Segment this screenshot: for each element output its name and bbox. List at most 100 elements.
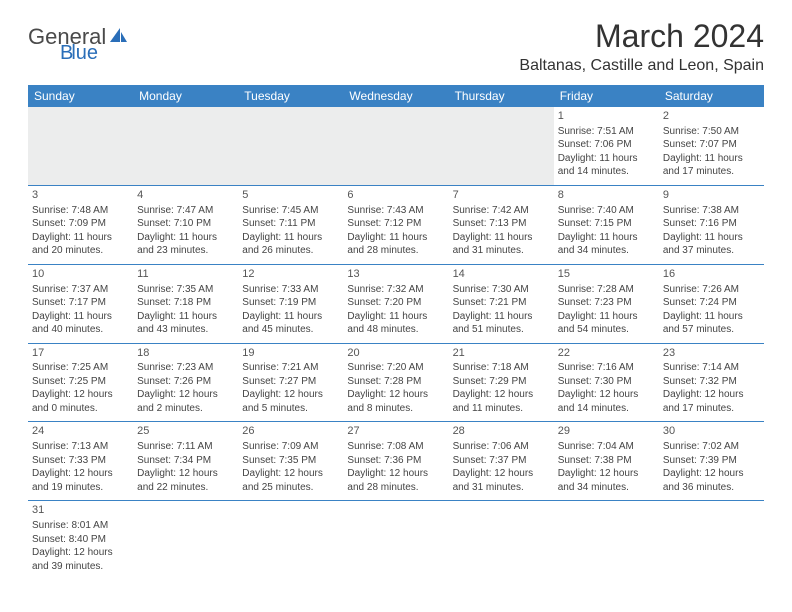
calendar-cell: 18Sunrise: 7:23 AMSunset: 7:26 PMDayligh… [133, 343, 238, 422]
sunset-text: Sunset: 7:36 PM [347, 454, 444, 468]
calendar-cell-empty [449, 107, 554, 185]
sunrise-text: Sunrise: 7:35 AM [137, 283, 234, 297]
sunset-text: Sunset: 7:25 PM [32, 375, 129, 389]
daylight-text: Daylight: 11 hours and 51 minutes. [453, 310, 550, 337]
sunrise-text: Sunrise: 7:28 AM [558, 283, 655, 297]
sunrise-text: Sunrise: 7:47 AM [137, 204, 234, 218]
sunset-text: Sunset: 7:16 PM [663, 217, 760, 231]
day-number: 9 [663, 188, 760, 203]
daylight-text: Daylight: 11 hours and 31 minutes. [453, 231, 550, 258]
sunset-text: Sunset: 7:35 PM [242, 454, 339, 468]
calendar-cell: 2Sunrise: 7:50 AMSunset: 7:07 PMDaylight… [659, 107, 764, 185]
sunset-text: Sunset: 7:37 PM [453, 454, 550, 468]
sunrise-text: Sunrise: 7:37 AM [32, 283, 129, 297]
calendar-cell: 25Sunrise: 7:11 AMSunset: 7:34 PMDayligh… [133, 422, 238, 501]
sunrise-text: Sunrise: 8:01 AM [32, 519, 129, 533]
daylight-text: Daylight: 12 hours and 14 minutes. [558, 388, 655, 415]
sunrise-text: Sunrise: 7:09 AM [242, 440, 339, 454]
day-number: 13 [347, 267, 444, 282]
calendar-cell: 17Sunrise: 7:25 AMSunset: 7:25 PMDayligh… [28, 343, 133, 422]
calendar-cell-empty [238, 107, 343, 185]
calendar-cell: 8Sunrise: 7:40 AMSunset: 7:15 PMDaylight… [554, 185, 659, 264]
sunrise-text: Sunrise: 7:30 AM [453, 283, 550, 297]
day-number: 23 [663, 346, 760, 361]
calendar-cell: 30Sunrise: 7:02 AMSunset: 7:39 PMDayligh… [659, 422, 764, 501]
daylight-text: Daylight: 12 hours and 2 minutes. [137, 388, 234, 415]
logo-text-blue: lue [71, 42, 98, 64]
sail-icon [108, 26, 128, 49]
calendar-row: 1Sunrise: 7:51 AMSunset: 7:06 PMDaylight… [28, 107, 764, 185]
sunrise-text: Sunrise: 7:26 AM [663, 283, 760, 297]
calendar-row: 3Sunrise: 7:48 AMSunset: 7:09 PMDaylight… [28, 185, 764, 264]
calendar-cell-empty [449, 501, 554, 579]
daylight-text: Daylight: 11 hours and 48 minutes. [347, 310, 444, 337]
calendar-cell-empty [554, 501, 659, 579]
day-number: 3 [32, 188, 129, 203]
sunrise-text: Sunrise: 7:25 AM [32, 361, 129, 375]
daylight-text: Daylight: 12 hours and 34 minutes. [558, 467, 655, 494]
calendar-cell: 27Sunrise: 7:08 AMSunset: 7:36 PMDayligh… [343, 422, 448, 501]
daylight-text: Daylight: 11 hours and 17 minutes. [663, 152, 760, 179]
sunset-text: Sunset: 7:10 PM [137, 217, 234, 231]
calendar-row: 17Sunrise: 7:25 AMSunset: 7:25 PMDayligh… [28, 343, 764, 422]
calendar-cell: 13Sunrise: 7:32 AMSunset: 7:20 PMDayligh… [343, 264, 448, 343]
calendar-body: 1Sunrise: 7:51 AMSunset: 7:06 PMDaylight… [28, 107, 764, 579]
title-block: March 2024 Baltanas, Castille and Leon, … [519, 18, 764, 75]
sunrise-text: Sunrise: 7:08 AM [347, 440, 444, 454]
calendar-cell: 24Sunrise: 7:13 AMSunset: 7:33 PMDayligh… [28, 422, 133, 501]
sunrise-text: Sunrise: 7:13 AM [32, 440, 129, 454]
sunrise-text: Sunrise: 7:14 AM [663, 361, 760, 375]
daylight-text: Daylight: 12 hours and 17 minutes. [663, 388, 760, 415]
day-number: 31 [32, 503, 129, 518]
sunset-text: Sunset: 7:28 PM [347, 375, 444, 389]
header: General March 2024 Baltanas, Castille an… [0, 0, 792, 79]
day-header: Sunday [28, 85, 133, 107]
location: Baltanas, Castille and Leon, Spain [519, 57, 764, 75]
calendar-cell-empty [343, 501, 448, 579]
day-number: 1 [558, 109, 655, 124]
sunrise-text: Sunrise: 7:23 AM [137, 361, 234, 375]
calendar-cell: 15Sunrise: 7:28 AMSunset: 7:23 PMDayligh… [554, 264, 659, 343]
day-number: 12 [242, 267, 339, 282]
calendar-cell: 7Sunrise: 7:42 AMSunset: 7:13 PMDaylight… [449, 185, 554, 264]
day-number: 16 [663, 267, 760, 282]
sunset-text: Sunset: 7:21 PM [453, 296, 550, 310]
day-number: 25 [137, 424, 234, 439]
calendar-cell: 28Sunrise: 7:06 AMSunset: 7:37 PMDayligh… [449, 422, 554, 501]
calendar-cell-empty [133, 107, 238, 185]
sunrise-text: Sunrise: 7:43 AM [347, 204, 444, 218]
sunrise-text: Sunrise: 7:33 AM [242, 283, 339, 297]
sunset-text: Sunset: 7:32 PM [663, 375, 760, 389]
day-number: 7 [453, 188, 550, 203]
sunrise-text: Sunrise: 7:20 AM [347, 361, 444, 375]
sunrise-text: Sunrise: 7:51 AM [558, 125, 655, 139]
calendar-cell: 9Sunrise: 7:38 AMSunset: 7:16 PMDaylight… [659, 185, 764, 264]
day-number: 17 [32, 346, 129, 361]
daylight-text: Daylight: 11 hours and 57 minutes. [663, 310, 760, 337]
calendar-table: SundayMondayTuesdayWednesdayThursdayFrid… [28, 85, 764, 579]
day-number: 24 [32, 424, 129, 439]
sunrise-text: Sunrise: 7:02 AM [663, 440, 760, 454]
sunset-text: Sunset: 7:23 PM [558, 296, 655, 310]
calendar-cell: 5Sunrise: 7:45 AMSunset: 7:11 PMDaylight… [238, 185, 343, 264]
calendar-cell-empty [659, 501, 764, 579]
daylight-text: Daylight: 12 hours and 8 minutes. [347, 388, 444, 415]
sunset-text: Sunset: 7:20 PM [347, 296, 444, 310]
day-number: 5 [242, 188, 339, 203]
sunrise-text: Sunrise: 7:50 AM [663, 125, 760, 139]
day-header: Monday [133, 85, 238, 107]
daylight-text: Daylight: 11 hours and 23 minutes. [137, 231, 234, 258]
daylight-text: Daylight: 12 hours and 19 minutes. [32, 467, 129, 494]
calendar-cell: 22Sunrise: 7:16 AMSunset: 7:30 PMDayligh… [554, 343, 659, 422]
daylight-text: Daylight: 12 hours and 0 minutes. [32, 388, 129, 415]
day-number: 14 [453, 267, 550, 282]
daylight-text: Daylight: 11 hours and 14 minutes. [558, 152, 655, 179]
calendar-cell-empty [133, 501, 238, 579]
calendar-cell: 31Sunrise: 8:01 AMSunset: 8:40 PMDayligh… [28, 501, 133, 579]
day-number: 21 [453, 346, 550, 361]
calendar-head: SundayMondayTuesdayWednesdayThursdayFrid… [28, 85, 764, 107]
sunrise-text: Sunrise: 7:42 AM [453, 204, 550, 218]
sunset-text: Sunset: 7:15 PM [558, 217, 655, 231]
calendar-cell: 6Sunrise: 7:43 AMSunset: 7:12 PMDaylight… [343, 185, 448, 264]
day-number: 4 [137, 188, 234, 203]
